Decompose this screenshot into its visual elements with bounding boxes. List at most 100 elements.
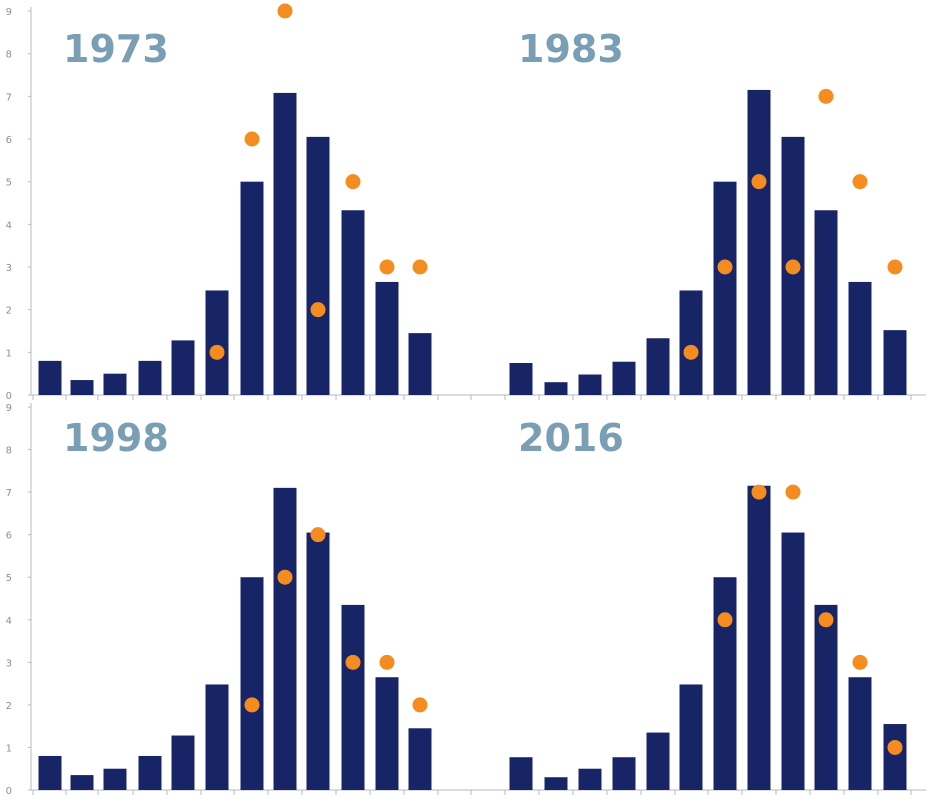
y-tick-label: 3 bbox=[6, 658, 12, 669]
y-tick-label: 0 bbox=[6, 786, 12, 797]
y-tick-label: 6 bbox=[6, 135, 12, 146]
bar bbox=[171, 340, 195, 395]
y-tick-label: 1 bbox=[6, 348, 12, 359]
data-point bbox=[717, 259, 733, 275]
data-point bbox=[412, 259, 428, 275]
bar bbox=[781, 532, 805, 790]
marks-layer bbox=[38, 3, 907, 790]
data-point bbox=[209, 344, 225, 360]
bar bbox=[747, 89, 771, 395]
y-tick-label: 0 bbox=[6, 391, 12, 402]
data-point bbox=[751, 484, 767, 500]
bar bbox=[408, 728, 432, 790]
y-tick-label: 9 bbox=[6, 403, 12, 414]
bar bbox=[306, 136, 330, 395]
bar bbox=[70, 380, 94, 395]
bar bbox=[578, 768, 602, 790]
data-point bbox=[785, 259, 801, 275]
data-point bbox=[683, 344, 699, 360]
bar bbox=[103, 373, 127, 395]
bar bbox=[273, 487, 297, 790]
y-tick-label: 1 bbox=[6, 743, 12, 754]
bar bbox=[578, 374, 602, 395]
labels-layer: 0 1 2 3 4 5 6 7 8 9 1973 1983 0 1 2 3 4 5 6 7 8 9 1998 2016 bbox=[6, 7, 624, 797]
y-tick-label: 7 bbox=[6, 488, 12, 499]
bar bbox=[38, 360, 62, 395]
y-tick-label: 7 bbox=[6, 92, 12, 103]
data-point bbox=[751, 174, 767, 190]
y-tick-label: 2 bbox=[6, 701, 12, 712]
y-tick-label: 5 bbox=[6, 573, 12, 584]
bar bbox=[38, 755, 62, 790]
bar bbox=[138, 360, 162, 395]
data-point bbox=[244, 697, 260, 713]
bar bbox=[814, 604, 838, 790]
bar bbox=[679, 684, 703, 790]
data-point bbox=[818, 612, 834, 628]
bar bbox=[814, 210, 838, 395]
data-point bbox=[852, 174, 868, 190]
bar bbox=[509, 757, 533, 790]
data-point bbox=[379, 259, 395, 275]
y-tick-label: 3 bbox=[6, 263, 12, 274]
data-point bbox=[887, 739, 903, 755]
bar bbox=[70, 775, 94, 790]
bar bbox=[713, 577, 737, 790]
bar bbox=[341, 604, 365, 790]
bar bbox=[103, 768, 127, 790]
y-tick-label: 6 bbox=[6, 531, 12, 542]
bar bbox=[544, 382, 568, 395]
bar bbox=[883, 724, 907, 790]
data-point bbox=[244, 131, 260, 147]
bar bbox=[306, 532, 330, 790]
bar bbox=[509, 363, 533, 395]
bar bbox=[205, 684, 229, 790]
bar bbox=[848, 677, 872, 790]
y-tick-label: 8 bbox=[6, 446, 12, 457]
bar bbox=[848, 281, 872, 395]
bar bbox=[747, 485, 771, 790]
panel-title: 2016 bbox=[518, 416, 624, 460]
panel-title: 1973 bbox=[63, 27, 169, 71]
data-point bbox=[785, 484, 801, 500]
bar bbox=[341, 210, 365, 395]
bar bbox=[408, 333, 432, 395]
bar bbox=[713, 181, 737, 395]
data-point bbox=[310, 302, 326, 318]
bar bbox=[544, 777, 568, 790]
bar bbox=[273, 92, 297, 396]
bar bbox=[612, 757, 636, 790]
bar bbox=[612, 361, 636, 395]
data-point bbox=[852, 654, 868, 670]
y-tick-label: 2 bbox=[6, 306, 12, 317]
panel-title: 1998 bbox=[63, 416, 169, 460]
data-point bbox=[345, 174, 361, 190]
data-point bbox=[818, 88, 834, 104]
y-tick-label: 8 bbox=[6, 50, 12, 61]
y-tick-label: 9 bbox=[6, 7, 12, 18]
bar bbox=[205, 290, 229, 395]
bar bbox=[679, 290, 703, 395]
bar bbox=[646, 732, 670, 790]
bar bbox=[171, 735, 195, 790]
y-tick-label: 4 bbox=[6, 616, 12, 627]
bar bbox=[240, 181, 264, 395]
bar bbox=[138, 755, 162, 790]
data-point bbox=[379, 654, 395, 670]
data-point bbox=[717, 612, 733, 628]
y-tick-label: 4 bbox=[6, 220, 12, 231]
data-point bbox=[887, 259, 903, 275]
data-point bbox=[277, 3, 293, 19]
y-tick-label: 5 bbox=[6, 178, 12, 189]
data-point bbox=[345, 654, 361, 670]
data-point bbox=[412, 697, 428, 713]
bar bbox=[646, 338, 670, 395]
bar bbox=[375, 281, 399, 395]
data-point bbox=[277, 569, 293, 585]
bar bbox=[375, 677, 399, 790]
data-point bbox=[310, 527, 326, 543]
panel-title: 1983 bbox=[518, 27, 624, 71]
bar bbox=[883, 330, 907, 395]
bar bbox=[240, 577, 264, 790]
